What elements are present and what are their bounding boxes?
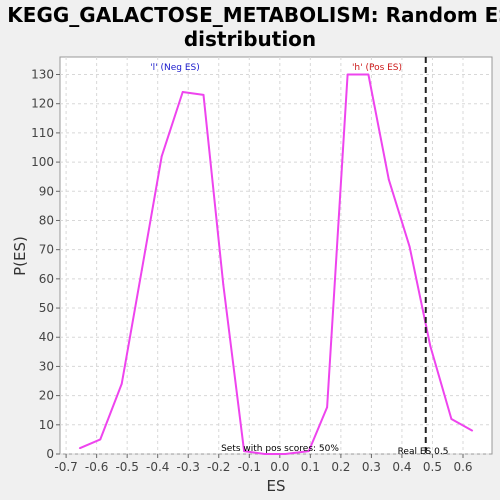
y-tick-label: 50	[39, 301, 54, 315]
es-data-point	[346, 73, 349, 76]
y-tick-label: 120	[31, 97, 54, 111]
x-tick-label: 0.0	[270, 460, 289, 474]
es-data-point	[429, 345, 432, 347]
x-axis-label: ES	[267, 477, 286, 495]
es-data-point	[326, 406, 329, 409]
x-tick-label: 0.2	[331, 460, 350, 474]
x-tick-label: -0.6	[85, 460, 108, 474]
x-tick-label: 0.1	[301, 460, 320, 474]
y-tick-label: 80	[39, 213, 54, 227]
neg-es-label: 'l' (Neg ES)	[150, 63, 200, 73]
y-tick-label: 10	[39, 418, 54, 432]
y-axis-label: P(ES)	[11, 236, 29, 276]
es-data-point	[471, 429, 474, 432]
es-data-point	[263, 453, 266, 455]
y-tick-label: 130	[31, 68, 54, 82]
es-data-point	[450, 418, 453, 420]
y-tick-label: 90	[39, 184, 54, 198]
plot-area	[59, 56, 493, 455]
x-tick-label: 0.6	[453, 460, 472, 474]
y-tick-label: 100	[31, 155, 54, 169]
x-tick-label: -0.4	[146, 460, 169, 474]
x-tick-label: -0.1	[238, 460, 261, 474]
es-series-line	[79, 73, 473, 455]
y-tick-label: 60	[39, 272, 54, 286]
x-tick-label: -0.2	[207, 460, 230, 474]
real-es-annotation: Real ES 0.5	[398, 447, 449, 457]
chart-title-line2: distribution	[184, 27, 316, 51]
chart-title-line1: KEGG_GALACTOSE_METABOLISM: Random ES	[7, 3, 500, 27]
pos-es-label: 'h' (Pos ES)	[352, 63, 402, 73]
y-tick-label: 110	[31, 126, 54, 140]
es-data-point	[284, 453, 287, 455]
y-tick-label: 0	[46, 447, 54, 461]
x-tick-label: 0.4	[392, 460, 411, 474]
es-data-point	[140, 269, 143, 271]
x-tick-label: -0.7	[54, 460, 77, 474]
y-tick-label: 20	[39, 389, 54, 403]
es-data-point	[243, 450, 245, 452]
es-data-point	[181, 91, 184, 93]
x-tick-label: 0.3	[362, 460, 381, 474]
y-tick-label: 30	[39, 359, 54, 373]
es-data-point	[367, 73, 370, 76]
es-data-point	[78, 447, 81, 450]
es-data-point	[202, 94, 205, 96]
es-data-point	[387, 178, 390, 181]
y-tick-label: 40	[39, 330, 54, 344]
x-tick-label: 0.5	[423, 460, 442, 474]
es-data-point	[408, 245, 411, 248]
y-tick-label: 70	[39, 243, 54, 257]
es-data-point	[307, 450, 310, 452]
y-axis-ticks: 0 10 20 30 40 50 60 70 80 90 100 110 120 130	[31, 68, 60, 461]
es-data-point	[222, 283, 225, 286]
x-axis-ticks: -0.7 -0.6 -0.5 -0.4 -0.3 -0.2 -0.1 0.0 0.1 0.2 0.3…	[54, 454, 473, 474]
es-data-point	[99, 438, 102, 441]
grid-lines	[60, 57, 492, 455]
pos-scores-annotation: Sets with pos scores: 50%	[221, 444, 339, 454]
es-data-point	[120, 383, 123, 385]
x-tick-label: -0.3	[177, 460, 200, 474]
x-tick-label: -0.5	[115, 460, 138, 474]
es-data-point	[160, 155, 163, 158]
series-layer	[78, 73, 474, 455]
